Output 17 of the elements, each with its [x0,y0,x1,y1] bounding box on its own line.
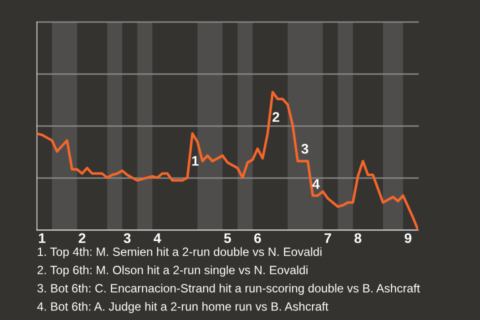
x-tick-label: 6 [254,233,261,244]
annotation: 2 [272,112,280,122]
x-tick-label: 1 [38,233,46,243]
text: 4. Bot 6th: A. Judge hit a 2-run home run vs B. Ashcraft [37,302,328,314]
x-tick-label: 9 [404,233,412,244]
x-tick-label: 5 [224,233,231,244]
annotation: 3 [301,144,308,154]
text: 1. Top 4th: M. Semien hit a 2-run double vs N. Eovaldi [38,247,322,258]
x-tick-label: 8 [354,233,362,244]
text: 3. Bot 6th: C. Encarnacion-Strand hit a run-scoring double vs B. Ashcraft [37,284,420,295]
annotation: 4 [312,179,320,189]
annotation: 1 [192,156,199,166]
x-tick-label: 2 [78,233,86,243]
text: 2. Top 6th: M. Olson hit a 2-run single vs N. Eovaldi [38,265,308,277]
x-tick-label: 3 [124,233,131,244]
x-tick-label: 4 [154,233,162,243]
x-tick-label: 7 [324,233,332,243]
